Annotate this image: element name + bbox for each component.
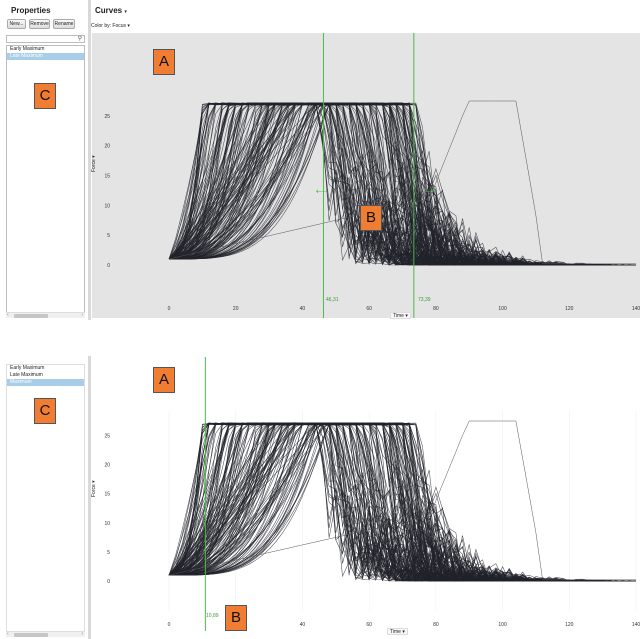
curve-line[interactable] — [169, 422, 636, 582]
y-axis-label-text: Force — [91, 159, 97, 172]
x-tick-label: 120 — [565, 306, 574, 312]
x-tick-label: 80 — [433, 306, 439, 312]
chevron-down-icon: ▾ — [91, 480, 97, 483]
drag-arrow-icon[interactable]: ⟶ — [423, 186, 435, 195]
curve-line[interactable] — [169, 102, 636, 266]
horizontal-scrollbar[interactable]: ‹ › — [6, 312, 85, 318]
marker-value-1: 46,31 — [326, 297, 339, 303]
x-tick-label: 120 — [565, 622, 574, 628]
x-axis-dropdown-top[interactable]: Time ▾ — [390, 312, 411, 319]
callout-a-bottom: A — [153, 367, 175, 393]
horizontal-scrollbar-bottom[interactable]: ‹ › — [6, 631, 85, 637]
scrollbar-thumb[interactable] — [14, 314, 48, 318]
y-axis-label-text: Force — [91, 484, 97, 497]
y-tick-label: 15 — [104, 492, 110, 498]
x-tick-label: 80 — [433, 622, 439, 628]
list-item-maximum[interactable]: Maximum — [7, 379, 84, 386]
callout-b: B — [360, 205, 382, 231]
y-tick-label: 5 — [107, 550, 110, 556]
x-tick-label: 0 — [168, 306, 171, 312]
x-axis-dropdown-bottom[interactable]: Time ▾ — [387, 628, 408, 635]
callout-b-bottom: B — [225, 605, 247, 631]
panel-divider-bottom[interactable] — [88, 356, 91, 639]
x-tick-label: 100 — [498, 622, 507, 628]
new-button[interactable]: New... — [7, 19, 26, 29]
x-axis-label-text: Time — [390, 629, 401, 635]
curve-line[interactable] — [169, 422, 636, 582]
x-tick-label: 20 — [233, 306, 239, 312]
magnifier-icon: ⚲ — [77, 36, 82, 42]
arrow-left-icon[interactable]: ‹ — [7, 312, 9, 318]
y-tick-label: 5 — [107, 233, 110, 239]
curve-line-outlier[interactable] — [168, 100, 636, 265]
callout-c: C — [34, 83, 56, 109]
list-item-early-maximum[interactable]: Early Maximum — [10, 46, 45, 52]
x-tick-label: 60 — [366, 306, 372, 312]
chevron-down-icon: ▾ — [124, 9, 127, 15]
properties-title: Properties — [11, 6, 51, 15]
marker-value-bottom: 10,89 — [206, 613, 219, 619]
remove-button[interactable]: Remove — [29, 19, 50, 29]
list-item-late-maximum[interactable]: Late Maximum — [7, 53, 84, 60]
curves-title-text: Curves — [95, 6, 123, 15]
scrollbar-thumb[interactable] — [14, 633, 48, 637]
chevron-down-icon: ▾ — [91, 155, 97, 158]
arrow-right-icon[interactable]: › — [81, 631, 83, 637]
x-tick-label: 60 — [366, 622, 372, 628]
chevron-down-icon: ▾ — [127, 23, 130, 29]
search-input[interactable]: ⚲ — [6, 35, 85, 43]
x-tick-label: 140 — [632, 622, 640, 628]
curves-title[interactable]: Curves ▾ — [95, 6, 127, 15]
curves-chart-top[interactable]: 0 5 10 15 20 25 0 20 40 60 80 100 120 140 ⟵ ⟶ — [92, 33, 640, 318]
marker-value-2: 73,39 — [418, 297, 431, 303]
x-axis-label-text: Time — [393, 313, 404, 319]
y-tick-label: 0 — [107, 579, 110, 585]
y-tick-label: 10 — [104, 203, 110, 209]
y-tick-label: 15 — [104, 174, 110, 180]
arrow-left-icon[interactable]: ‹ — [7, 631, 9, 637]
y-axis-label-top[interactable]: Force ▾ — [91, 155, 97, 172]
color-by-dropdown[interactable]: Color by: Focus ▾ — [91, 23, 130, 29]
list-item-late-maximum[interactable]: Late Maximum — [10, 372, 43, 378]
x-tick-label: 40 — [300, 306, 306, 312]
y-tick-label: 20 — [104, 463, 110, 469]
y-tick-label: 20 — [104, 144, 110, 150]
panel-divider[interactable] — [88, 0, 91, 320]
y-tick-label: 25 — [104, 434, 110, 440]
color-by-label: Color by: Focus — [91, 23, 127, 29]
list-item-early-maximum[interactable]: Early Maximum — [10, 365, 45, 371]
x-tick-label: 40 — [300, 622, 306, 628]
chevron-down-icon: ▾ — [402, 629, 405, 635]
x-tick-label: 0 — [168, 622, 171, 628]
y-axis-label-bottom[interactable]: Force ▾ — [91, 480, 97, 497]
drag-arrow-icon[interactable]: ⟵ — [316, 186, 328, 195]
y-tick-label: 0 — [107, 263, 110, 269]
rename-button[interactable]: Rename — [53, 19, 75, 29]
chevron-down-icon: ▾ — [405, 313, 408, 319]
y-tick-label: 10 — [104, 521, 110, 527]
callout-a: A — [153, 49, 175, 75]
arrow-right-icon[interactable]: › — [81, 312, 83, 318]
y-tick-label: 25 — [104, 114, 110, 120]
x-tick-label: 140 — [632, 306, 640, 312]
curve-line-outlier[interactable] — [168, 420, 636, 581]
plot-area-top[interactable]: 0 5 10 15 20 25 0 20 40 60 80 100 120 140 ⟵ ⟶ — [92, 33, 640, 318]
x-tick-label: 100 — [498, 306, 507, 312]
callout-c-bottom: C — [34, 398, 56, 424]
